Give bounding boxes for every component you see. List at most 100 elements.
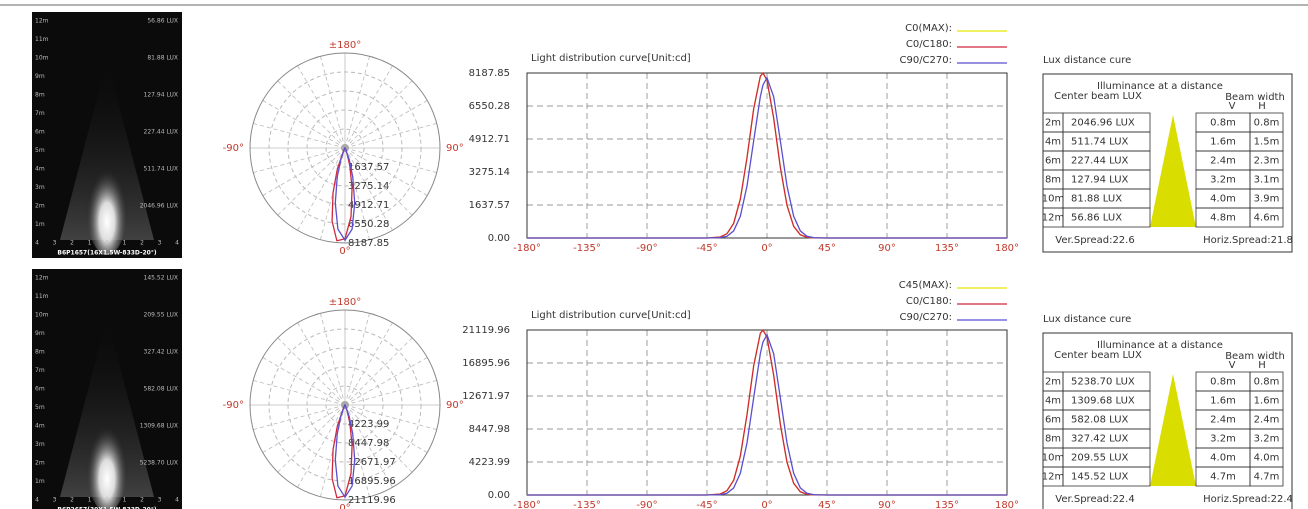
polar-curve (334, 403, 356, 499)
table-cell-text: 4m (1045, 137, 1061, 148)
axis-label: 3 (158, 497, 162, 504)
angle-label: 0° (339, 246, 350, 257)
distance-label: 12m (35, 18, 49, 25)
table-cell-text: 2.4m (1254, 415, 1280, 426)
beam-caption: B6P1657(16X1.5W-833D-20°) (57, 250, 156, 257)
spoke (253, 123, 346, 149)
distance-label: 5m (35, 147, 45, 154)
table-cell-text: 2.4m (1210, 156, 1236, 167)
legend-label: C0/C180: (906, 296, 952, 307)
axis-label: 0 (105, 240, 109, 247)
table-cell-text: 511.74 LUX (1071, 137, 1129, 148)
table-cell-text: 4.0m (1254, 453, 1280, 464)
lux-label: 227.44 LUX (144, 129, 178, 136)
distance-label: 8m (35, 349, 45, 356)
axis-label: 1 (123, 497, 127, 504)
lux-label: 582.08 LUX (144, 386, 178, 393)
spoke (344, 313, 370, 406)
spoke (320, 56, 346, 149)
table-cell-text: 2046.96 LUX (1071, 118, 1135, 129)
ring-label: 8447.98 (348, 438, 389, 449)
table-cell (1249, 207, 1284, 228)
axis-label: 4 (35, 240, 39, 247)
spoke (344, 337, 413, 406)
plot-frame (526, 329, 1008, 496)
ring (306, 366, 384, 444)
ring (268, 328, 422, 482)
plot-frame (526, 72, 1008, 239)
distance-label: 7m (35, 367, 45, 374)
table-cell-text: 1.5m (1254, 137, 1280, 148)
spoke (297, 65, 346, 149)
y-tick-label: 21119.96 (462, 325, 510, 336)
angle-label: 90° (446, 400, 464, 411)
chart-title: Light distribution curve[Unit:cd] (531, 310, 691, 321)
spoke (344, 147, 428, 196)
lux-label: 209.55 LUX (144, 312, 178, 319)
spoke (277, 337, 346, 406)
table-cell-text: 3.2m (1210, 434, 1236, 445)
distance-label: 3m (35, 184, 45, 191)
col-head: Beam width (1225, 92, 1285, 103)
table-cell-text: 2m (1045, 118, 1061, 129)
axis-label: 1 (88, 240, 92, 247)
table-cell-text: 8m (1045, 434, 1061, 445)
spoke (277, 404, 346, 473)
x-tick-label: -90° (636, 500, 657, 509)
table-cell-text: 81.88 LUX (1071, 194, 1122, 205)
y-tick-label: 1637.57 (469, 200, 510, 211)
spoke (344, 380, 437, 406)
ring-label: 12671.97 (348, 457, 396, 468)
table-cell-text: 10m (1042, 194, 1064, 205)
spoke (297, 322, 346, 406)
table-cell-text: 2m (1045, 377, 1061, 388)
table-cell-text: 4.8m (1210, 213, 1236, 224)
ring-label: 6550.28 (348, 219, 389, 230)
table-cell-text: 127.94 LUX (1071, 175, 1129, 186)
table-cell-text: 3.1m (1254, 175, 1280, 186)
table-cell-text: 6m (1045, 156, 1061, 167)
table-cell-text: 1.6m (1210, 396, 1236, 407)
lux-label: 511.74 LUX (144, 166, 178, 173)
table-cell-text: 145.52 LUX (1071, 472, 1129, 483)
spoke (297, 404, 346, 488)
distance-label: 4m (35, 423, 45, 430)
spread: Ver.Spread:22.4 (1055, 494, 1134, 505)
lux-label: 2046.96 LUX (140, 203, 178, 210)
axis-label: 3 (53, 497, 57, 504)
table-cell-text: 327.42 LUX (1071, 434, 1129, 445)
ring (325, 385, 365, 425)
distance-label: 6m (35, 129, 45, 136)
table-cell-text: 0.8m (1254, 377, 1280, 388)
ring (287, 90, 403, 206)
x-tick-label: -180° (513, 243, 541, 254)
axis-label: 4 (175, 497, 179, 504)
x-tick-label: -180° (513, 500, 541, 509)
axis-label: 4 (175, 240, 179, 247)
table-cell-text: 4.7m (1254, 472, 1280, 483)
spoke (262, 147, 346, 196)
distance-label: 1m (35, 478, 45, 485)
spoke (262, 404, 346, 453)
spoke (320, 147, 346, 240)
spread: Horiz.Spread:22.4 (1203, 494, 1293, 505)
spoke (344, 357, 428, 406)
y-tick-label: 0.00 (488, 490, 510, 501)
axis-label: 2 (70, 240, 74, 247)
table-cell-text: 582.08 LUX (1071, 415, 1129, 426)
spoke (344, 80, 413, 149)
distance-label: 10m (35, 312, 49, 319)
table-cell (1062, 466, 1151, 487)
table-cell-text: 2.4m (1210, 415, 1236, 426)
distance-label: 11m (35, 293, 49, 300)
distance-label: 2m (35, 460, 45, 467)
lux-label: 127.94 LUX (144, 92, 178, 99)
col-head: Beam width (1225, 351, 1285, 362)
ring (306, 109, 384, 187)
ring (325, 128, 365, 168)
x-tick-label: 135° (935, 500, 959, 509)
ring (268, 71, 422, 225)
table-cell-text: 4.6m (1254, 213, 1280, 224)
table-cell-text: 1.6m (1254, 396, 1280, 407)
x-tick-label: -90° (636, 243, 657, 254)
